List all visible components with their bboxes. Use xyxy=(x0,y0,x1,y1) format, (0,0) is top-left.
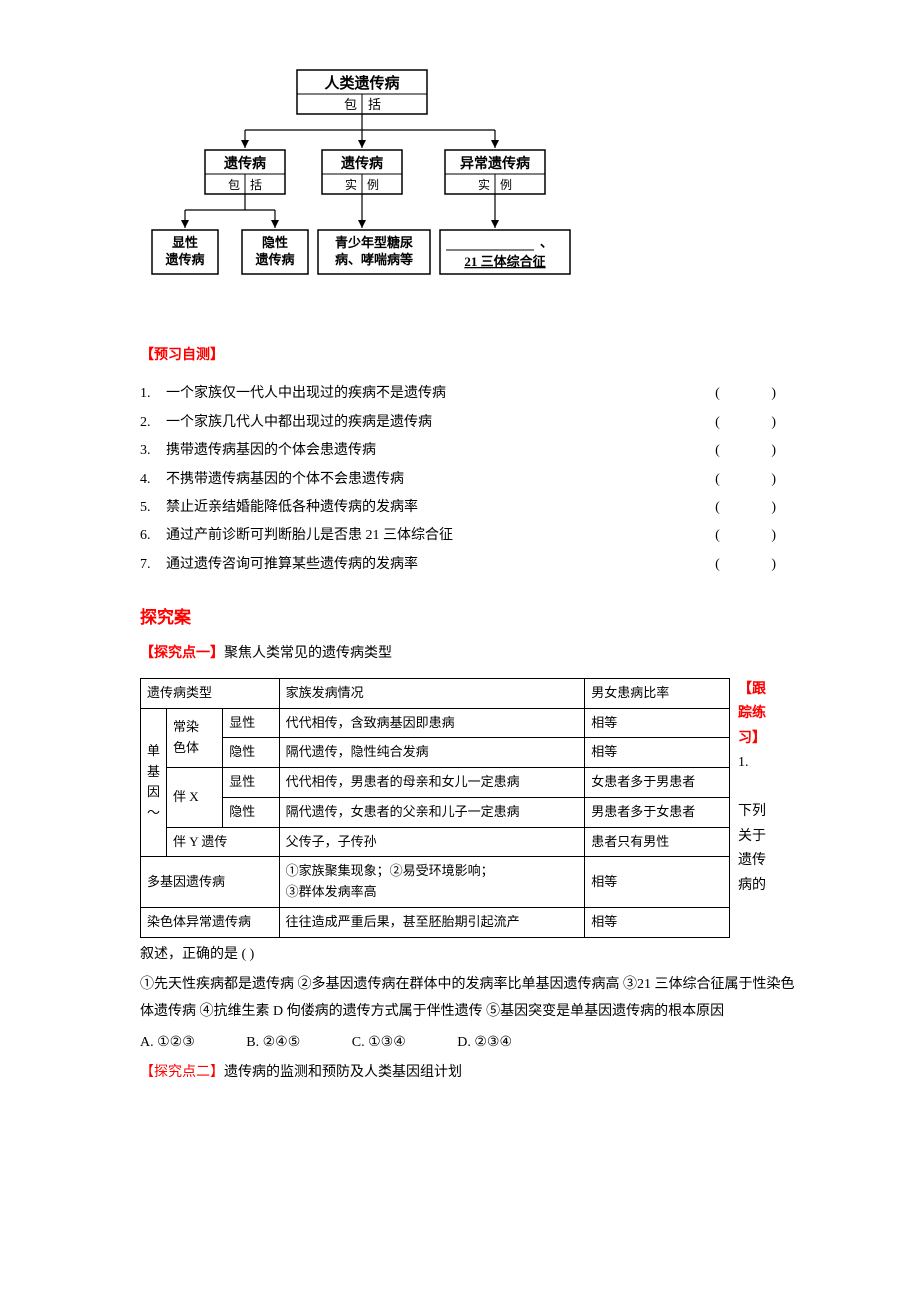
cell: 往往造成严重后果，甚至胚胎期引起流产 xyxy=(279,908,585,938)
preview-section-label: 【预习自测】 xyxy=(140,345,800,367)
svg-text:例: 例 xyxy=(367,178,379,192)
svg-text:显性: 显性 xyxy=(172,235,198,250)
th-ratio: 男女患病比率 xyxy=(585,678,730,708)
explore2-red: 【探究点二】 xyxy=(140,1065,224,1080)
judgment-item: 4. 不携带遗传病基因的个体不会患遗传病 ( ) xyxy=(140,469,800,491)
question-stem-line2: ①先天性疾病都是遗传病 ②多基因遗传病在群体中的发病率比单基因遗传病高 ③21 … xyxy=(140,972,800,1025)
question-stem-line1: 叙述，正确的是 ( ) xyxy=(140,942,800,969)
explore2-text: 遗传病的监测和预防及人类基因组计划 xyxy=(224,1065,462,1080)
cell: 隐性 xyxy=(223,797,279,827)
judgment-item: 2. 一个家族几代人中都出现过的疾病是遗传病 ( ) xyxy=(140,412,800,434)
flowchart: 人类遗传病 包 括 遗传病 包 括 遗传病 实 例 xyxy=(140,60,800,325)
cell-autosome: 常染 色体 xyxy=(167,708,223,768)
cell: 隔代遗传，女患者的父亲和儿子一定患病 xyxy=(279,797,585,827)
question-lead-side: 下列 关于 遗传 病的 xyxy=(738,804,766,893)
cell: 隔代遗传，隐性纯合发病 xyxy=(279,738,585,768)
th-type: 遗传病类型 xyxy=(141,678,280,708)
th-family: 家族发病情况 xyxy=(279,678,585,708)
cell: 患者只有男性 xyxy=(585,827,730,857)
table-row: 伴 Y 遗传 父传子，子传孙 患者只有男性 xyxy=(141,827,730,857)
cell: 相等 xyxy=(585,738,730,768)
svg-text:病、哮喘病等: 病、哮喘病等 xyxy=(335,252,413,267)
table-row: 伴 X 显性 代代相传，男患者的母亲和女儿一定患病 女患者多于男患者 xyxy=(141,768,730,798)
judgment-item: 7. 通过遗传咨询可推算某些遗传病的发病率 ( ) xyxy=(140,554,800,576)
svg-text:遗传病: 遗传病 xyxy=(340,155,383,172)
judgment-item: 6. 通过产前诊断可判断胎儿是否患 21 三体综合征 ( ) xyxy=(140,525,800,547)
cell-chromosomal: 染色体异常遗传病 xyxy=(141,908,280,938)
svg-text:遗传病: 遗传病 xyxy=(254,252,294,267)
cell: 代代相传，含致病基因即患病 xyxy=(279,708,585,738)
cell: 女患者多于男患者 xyxy=(585,768,730,798)
cell: 父传子，子传孙 xyxy=(279,827,585,857)
cell: 相等 xyxy=(585,708,730,738)
svg-text:例: 例 xyxy=(500,178,512,192)
genetic-table: 遗传病类型 家族发病情况 男女患病比率 单 基 因 ～ 常染 色体 显性 代代相… xyxy=(140,678,730,938)
table-row: 隐性 隔代遗传，女患者的父亲和儿子一定患病 男患者多于女患者 xyxy=(141,797,730,827)
explore2-label: 【探究点二】遗传病的监测和预防及人类基因组计划 xyxy=(140,1060,800,1087)
cell: 相等 xyxy=(585,908,730,938)
cell: 代代相传，男患者的母亲和女儿一定患病 xyxy=(279,768,585,798)
explore1-text: 聚焦人类常见的遗传病类型 xyxy=(224,646,392,661)
judgment-num: 1. xyxy=(140,383,166,405)
svg-text:21 三体综合征: 21 三体综合征 xyxy=(464,254,545,269)
judgment-paren: ( ) xyxy=(715,383,800,405)
cell: 隐性 xyxy=(223,738,279,768)
cell-y-linked: 伴 Y 遗传 xyxy=(167,827,280,857)
option-d: D. ②③④ xyxy=(457,1030,512,1057)
side-notes: 【跟 踪练 习】 1. 下列 关于 遗传 病的 xyxy=(730,678,790,899)
track-label: 【跟 踪练 习】 xyxy=(738,682,766,746)
judgment-item: 5. 禁止近亲结婚能降低各种遗传病的发病率 ( ) xyxy=(140,497,800,519)
table-row: 单 基 因 ～ 常染 色体 显性 代代相传，含致病基因即患病 相等 xyxy=(141,708,730,738)
svg-text:遗传病: 遗传病 xyxy=(223,155,266,172)
svg-text:实: 实 xyxy=(345,177,357,192)
svg-text:包: 包 xyxy=(228,178,240,192)
table-row: 隐性 隔代遗传，隐性纯合发病 相等 xyxy=(141,738,730,768)
table-row: 多基因遗传病 ①家族聚集现象；②易受环境影响； ③群体发病率高 相等 xyxy=(141,857,730,908)
explore1-label: 【探究点一】聚焦人类常见的遗传病类型 xyxy=(140,643,800,665)
question-options: A. ①②③ B. ②④⑤ C. ①③④ D. ②③④ xyxy=(140,1030,800,1057)
cell: ①家族聚集现象；②易受环境影响； ③群体发病率高 xyxy=(279,857,585,908)
svg-text:括: 括 xyxy=(250,177,262,192)
svg-text:青少年型糖尿: 青少年型糖尿 xyxy=(335,235,413,250)
table-row: 染色体异常遗传病 往往造成严重后果，甚至胚胎期引起流产 相等 xyxy=(141,908,730,938)
option-b: B. ②④⑤ xyxy=(246,1030,300,1057)
track-num: 1. xyxy=(738,755,749,770)
svg-text:隐性: 隐性 xyxy=(262,235,288,250)
svg-text:实: 实 xyxy=(478,177,490,192)
table-header-row: 遗传病类型 家族发病情况 男女患病比率 xyxy=(141,678,730,708)
explore1-red: 【探究点一】 xyxy=(140,646,224,661)
cell: 显性 xyxy=(223,708,279,738)
option-c: C. ①③④ xyxy=(352,1030,406,1057)
explore-title: 探究案 xyxy=(140,604,800,631)
root-sublabel: 包 xyxy=(344,97,357,112)
svg-text:异常遗传病: 异常遗传病 xyxy=(460,155,530,172)
svg-text:括: 括 xyxy=(368,97,381,112)
cell: 相等 xyxy=(585,857,730,908)
cell: 显性 xyxy=(223,768,279,798)
cell-x-linked: 伴 X xyxy=(167,768,223,828)
flowchart-svg: 人类遗传病 包 括 遗传病 包 括 遗传病 实 例 xyxy=(140,60,610,325)
judgment-text: 一个家族仅一代人中出现过的疾病不是遗传病 xyxy=(166,383,715,405)
svg-text:、: 、 xyxy=(540,235,553,250)
judgment-item: 1. 一个家族仅一代人中出现过的疾病不是遗传病 ( ) xyxy=(140,383,800,405)
cell-polygenic: 多基因遗传病 xyxy=(141,857,280,908)
judgment-item: 3. 携带遗传病基因的个体会患遗传病 ( ) xyxy=(140,440,800,462)
svg-text:遗传病: 遗传病 xyxy=(164,252,204,267)
cell-single-gene: 单 基 因 ～ xyxy=(141,708,167,857)
root-label: 人类遗传病 xyxy=(324,74,399,92)
judgment-list: 1. 一个家族仅一代人中出现过的疾病不是遗传病 ( ) 2. 一个家族几代人中都… xyxy=(140,383,800,576)
cell: 男患者多于女患者 xyxy=(585,797,730,827)
option-a: A. ①②③ xyxy=(140,1030,195,1057)
